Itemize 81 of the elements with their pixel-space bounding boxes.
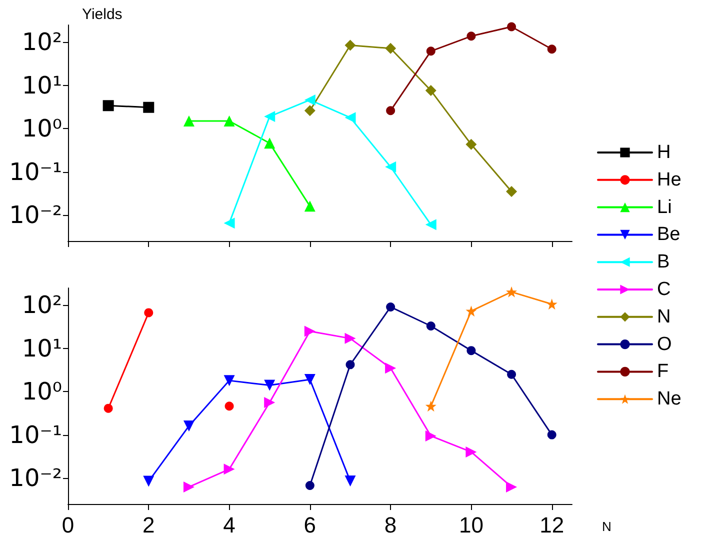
- legend-label: C: [657, 279, 671, 300]
- y-axis-title: Yields: [82, 6, 122, 23]
- x-tick-label: 12: [540, 512, 564, 537]
- y-tick-label: 10¹: [22, 334, 62, 362]
- legend-label: Ne: [657, 388, 682, 410]
- point: [143, 476, 154, 487]
- point: [466, 446, 477, 458]
- y-tick-label: 10²: [22, 28, 62, 56]
- point: [344, 332, 356, 344]
- point: [466, 32, 476, 41]
- point: [385, 362, 396, 374]
- point: [425, 400, 436, 412]
- point: [507, 370, 516, 379]
- x-tick-label: 6: [304, 512, 316, 537]
- point: [102, 100, 114, 112]
- point: [506, 286, 518, 298]
- point: [547, 44, 556, 54]
- point: [264, 396, 276, 408]
- point: [506, 481, 518, 492]
- y-tick-label: 10⁰: [22, 378, 62, 406]
- point: [144, 308, 154, 318]
- point: [305, 481, 314, 490]
- y-tick-label: 10⁻¹: [9, 420, 62, 449]
- point: [264, 138, 276, 149]
- point: [143, 102, 154, 113]
- point: [344, 40, 356, 51]
- point: [224, 115, 235, 126]
- point: [546, 298, 558, 310]
- point: [426, 46, 436, 56]
- point: [304, 105, 316, 116]
- x-tick-label: 8: [384, 512, 397, 537]
- point: [466, 138, 477, 150]
- point: [346, 360, 355, 370]
- point: [183, 481, 194, 492]
- x-tick-label: 2: [142, 512, 155, 537]
- legend-label: Be: [657, 224, 680, 246]
- point: [304, 94, 316, 106]
- point: [385, 42, 396, 54]
- point: [224, 402, 234, 411]
- point: [183, 420, 194, 432]
- point: [425, 219, 436, 230]
- point: [507, 22, 516, 32]
- legend-label: H: [657, 142, 671, 163]
- legend-label: F: [657, 361, 669, 382]
- legend-label: Li: [657, 196, 672, 218]
- point: [426, 321, 436, 330]
- y-tick-label: 10⁰: [22, 114, 62, 143]
- legend-label: N: [657, 306, 671, 328]
- point: [344, 476, 356, 487]
- y-tick-label: 10¹: [22, 71, 62, 100]
- y-tick-label: 10⁻²: [9, 200, 62, 229]
- point: [304, 374, 316, 386]
- point: [466, 346, 476, 356]
- point: [385, 161, 396, 172]
- legend-label: B: [657, 252, 670, 273]
- point: [386, 106, 396, 116]
- point: [425, 85, 436, 96]
- x-tick-label: 4: [223, 512, 236, 537]
- legend-label: O: [657, 334, 672, 355]
- point: [304, 326, 316, 337]
- point: [104, 404, 113, 413]
- x-tick-label: 10: [458, 512, 484, 537]
- point: [386, 302, 396, 312]
- point: [425, 430, 436, 442]
- x-axis-title: N: [602, 519, 612, 534]
- point: [224, 375, 235, 386]
- point: [344, 112, 356, 124]
- point: [304, 200, 316, 212]
- point: [264, 380, 276, 391]
- point: [547, 430, 556, 440]
- point: [264, 111, 276, 122]
- point: [224, 218, 235, 229]
- point: [183, 115, 194, 126]
- y-tick-label: 10²: [22, 291, 62, 320]
- point: [466, 306, 477, 317]
- legend-label: He: [657, 169, 682, 190]
- point: [506, 186, 518, 197]
- y-tick-label: 10⁻²: [9, 464, 62, 492]
- x-tick-label: 0: [62, 512, 74, 537]
- point: [224, 464, 235, 475]
- y-tick-label: 10⁻¹: [9, 158, 62, 186]
